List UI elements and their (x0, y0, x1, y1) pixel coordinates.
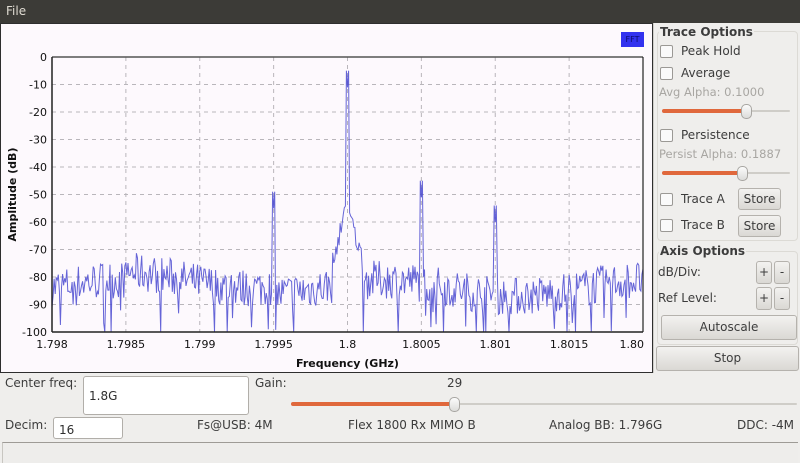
autoscale-button[interactable]: Autoscale (661, 315, 797, 340)
slider-fill (662, 109, 744, 113)
persistence-checkbox[interactable]: Persistence (660, 126, 750, 144)
decim-label: Decim: (5, 418, 48, 432)
menu-bar: File (0, 0, 800, 23)
menu-file[interactable]: File (6, 4, 27, 18)
persist-alpha-label: Persist Alpha: 0.1887 (659, 147, 782, 161)
slider-fill (291, 402, 455, 406)
slider-thumb[interactable] (449, 397, 460, 412)
avg-alpha-label: Avg Alpha: 0.1000 (659, 85, 765, 99)
checkbox-box[interactable] (660, 44, 673, 58)
trace-options-title: Trace Options (659, 25, 754, 39)
checkbox-box[interactable] (660, 66, 673, 80)
slider-thumb[interactable] (737, 166, 748, 181)
slider-fill (662, 171, 740, 175)
store-trace-b-button[interactable]: Store (738, 215, 781, 237)
ref-level-minus-button[interactable]: - (774, 287, 790, 310)
store-trace-a-button[interactable]: Store (738, 188, 781, 210)
svg-text:1.798: 1.798 (36, 338, 68, 351)
svg-text:1.80: 1.80 (620, 338, 645, 351)
svg-text:-60: -60 (29, 216, 47, 229)
svg-text:1.7985: 1.7985 (107, 338, 146, 351)
stop-button[interactable]: Stop (656, 346, 799, 371)
svg-text:-100: -100 (22, 326, 47, 339)
svg-text:0: 0 (40, 51, 47, 64)
persist-alpha-slider[interactable] (662, 166, 790, 181)
ref-level-label: Ref Level: (658, 291, 717, 305)
fs-usb-label: Fs@USB: 4M (197, 418, 273, 432)
board-label: Flex 1800 Rx MIMO B (348, 418, 476, 432)
peak-hold-checkbox[interactable]: Peak Hold (660, 42, 741, 60)
decim-input[interactable]: 16 (53, 417, 123, 439)
analog-bb-label: Analog BB: 1.796G (549, 418, 663, 432)
persistence-label: Persistence (681, 128, 750, 142)
gain-slider[interactable] (291, 397, 797, 412)
average-checkbox[interactable]: Average (660, 64, 730, 82)
svg-text:Amplitude (dB): Amplitude (dB) (6, 148, 19, 242)
average-label: Average (681, 66, 731, 80)
checkbox-box[interactable] (660, 218, 673, 232)
db-div-label: dB/Div: (658, 265, 701, 279)
avg-alpha-slider[interactable] (662, 104, 790, 119)
gain-value: 29 (447, 376, 463, 390)
fft-badge: FFT (621, 32, 644, 47)
control-bar: Center freq: 1.8G Gain: 29 Decim: 16 Fs@… (0, 373, 800, 463)
axis-options-title: Axis Options (659, 244, 747, 258)
trace-b-label: Trace B (681, 218, 725, 232)
slider-track (291, 403, 797, 405)
svg-text:-80: -80 (29, 271, 47, 284)
svg-text:-10: -10 (29, 79, 47, 92)
ref-level-plus-button[interactable]: + (756, 287, 772, 310)
db-div-minus-button[interactable]: - (774, 261, 790, 284)
checkbox-box[interactable] (660, 192, 673, 206)
gain-label: Gain: (255, 376, 287, 390)
fft-plot[interactable]: 0 -10 -20 -30 -40 -50 -60 -70 -80 -90 -100 1.798 1.7… (0, 23, 653, 373)
svg-text:1.801: 1.801 (480, 338, 512, 351)
checkbox-box[interactable] (660, 128, 673, 142)
svg-text:-30: -30 (29, 134, 47, 147)
svg-text:-70: -70 (29, 244, 47, 257)
db-div-plus-button[interactable]: + (756, 261, 772, 284)
svg-text:1.8005: 1.8005 (402, 338, 441, 351)
svg-text:-90: -90 (29, 299, 47, 312)
svg-text:-50: -50 (29, 189, 47, 202)
peak-hold-label: Peak Hold (681, 44, 741, 58)
side-panel: Trace Options Peak Hold Average Avg Alph… (653, 23, 800, 373)
trace-b-checkbox[interactable]: Trace B (660, 216, 725, 234)
ddc-label: DDC: -4M (737, 418, 795, 432)
status-bar (2, 442, 798, 463)
slider-thumb[interactable] (741, 104, 752, 119)
svg-text:-40: -40 (29, 161, 47, 174)
center-freq-input[interactable]: 1.8G (83, 376, 249, 415)
svg-text:-20: -20 (29, 106, 47, 119)
svg-text:1.799: 1.799 (184, 338, 216, 351)
svg-text:1.8015: 1.8015 (550, 338, 589, 351)
trace-a-label: Trace A (681, 192, 725, 206)
svg-text:Frequency (GHz): Frequency (GHz) (296, 357, 399, 370)
trace-a-checkbox[interactable]: Trace A (660, 190, 725, 208)
center-freq-label: Center freq: (5, 376, 78, 390)
svg-text:1.8: 1.8 (339, 338, 357, 351)
svg-text:1.7995: 1.7995 (254, 338, 293, 351)
